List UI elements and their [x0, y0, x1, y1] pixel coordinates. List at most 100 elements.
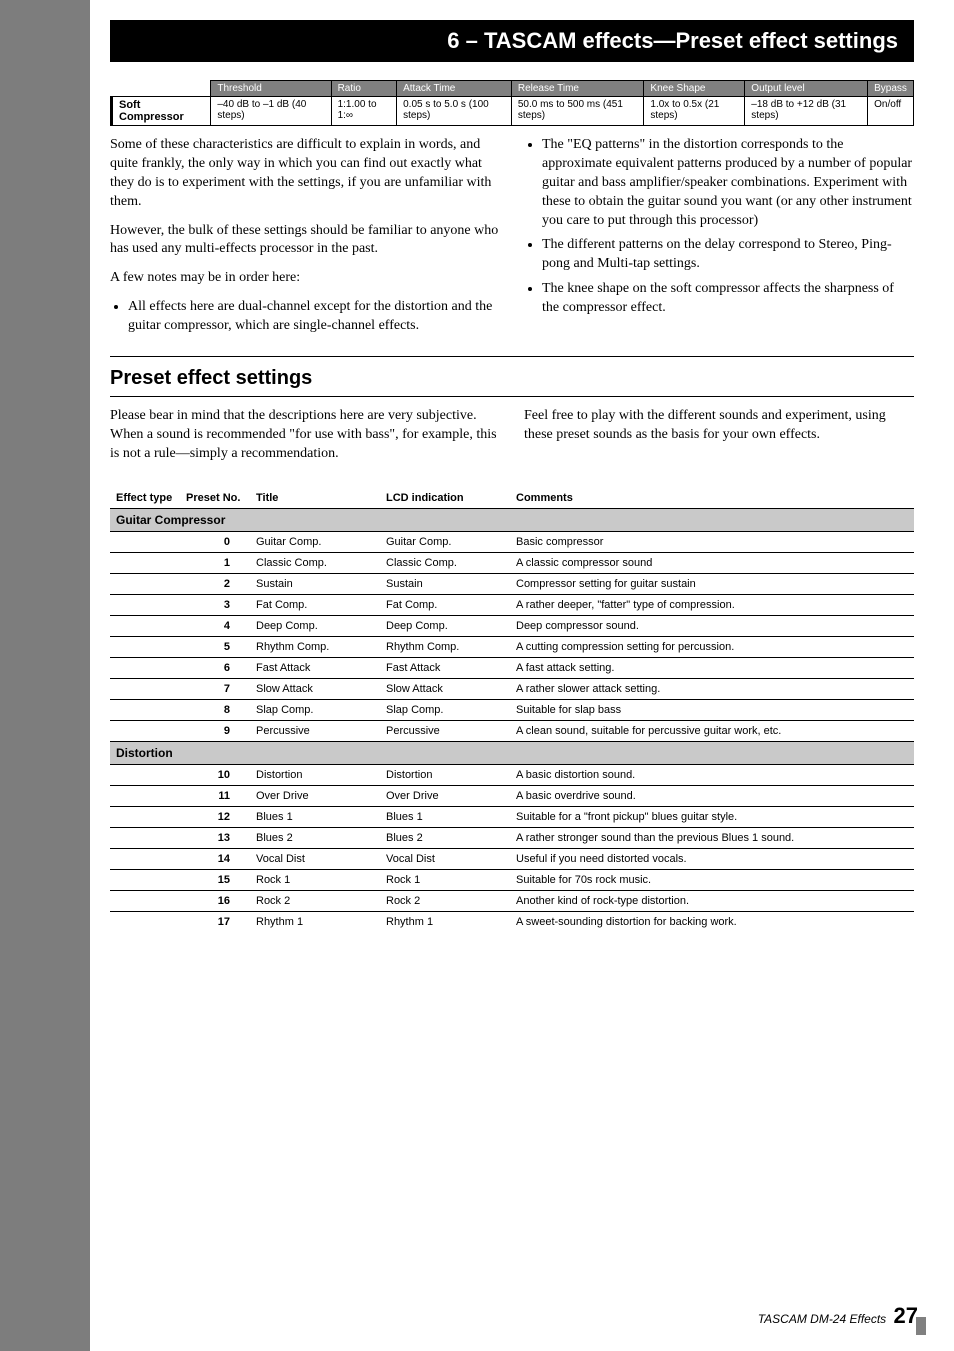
preset-comment: A rather deeper, "fatter" type of compre…	[510, 594, 914, 615]
preset-comment: Deep compressor sound.	[510, 615, 914, 636]
preset-title: Distortion	[250, 764, 380, 785]
preset-lcd: Vocal Dist	[380, 848, 510, 869]
param-c-5: –18 dB to +12 dB (31 steps)	[745, 97, 868, 126]
preset-no: 10	[110, 764, 250, 785]
left-bullet-0: All effects here are dual-channel except…	[128, 298, 500, 336]
preset-row: 17Rhythm 1Rhythm 1A sweet-sounding disto…	[110, 911, 914, 932]
preset-row: 10DistortionDistortionA basic distortion…	[110, 764, 914, 785]
preset-title: Blues 1	[250, 806, 380, 827]
preset-h-1: Preset No.	[180, 488, 250, 509]
preset-title: Sustain	[250, 573, 380, 594]
intro-left: Please bear in mind that the description…	[110, 407, 500, 464]
preset-title: Rhythm 1	[250, 911, 380, 932]
preset-comment: A basic overdrive sound.	[510, 785, 914, 806]
right-bullet-1: The different patterns on the delay corr…	[542, 236, 914, 274]
param-c-6: On/off	[868, 97, 914, 126]
param-h-5: Output level	[745, 81, 868, 97]
preset-title: Deep Comp.	[250, 615, 380, 636]
preset-lcd: Fast Attack	[380, 657, 510, 678]
preset-no: 8	[110, 699, 250, 720]
preset-lcd: Sustain	[380, 573, 510, 594]
preset-no: 13	[110, 827, 250, 848]
preset-row: 11Over DriveOver DriveA basic overdrive …	[110, 785, 914, 806]
preset-row: 9PercussivePercussiveA clean sound, suit…	[110, 720, 914, 741]
preset-h-4: Comments	[510, 488, 914, 509]
preset-row: 7Slow AttackSlow AttackA rather slower a…	[110, 678, 914, 699]
right-bullet-2: The knee shape on the soft compressor af…	[542, 280, 914, 318]
preset-row: 0Guitar Comp.Guitar Comp.Basic compresso…	[110, 531, 914, 552]
preset-no: 9	[110, 720, 250, 741]
preset-lcd: Rock 2	[380, 890, 510, 911]
preset-comment: Suitable for 70s rock music.	[510, 869, 914, 890]
preset-comment: A basic distortion sound.	[510, 764, 914, 785]
intro-right: Feel free to play with the different sou…	[524, 407, 914, 445]
preset-lcd: Classic Comp.	[380, 552, 510, 573]
left-para-2: A few notes may be in order here:	[110, 269, 500, 288]
preset-comment: A fast attack setting.	[510, 657, 914, 678]
top-rule	[110, 356, 914, 357]
preset-comment: Suitable for slap bass	[510, 699, 914, 720]
preset-h-0: Effect type	[110, 488, 180, 509]
preset-title: Guitar Comp.	[250, 531, 380, 552]
preset-title: Vocal Dist	[250, 848, 380, 869]
param-c-1: 1:1.00 to 1:∞	[331, 97, 397, 126]
preset-group-name: Guitar Compressor	[110, 508, 914, 531]
left-band	[0, 0, 90, 1351]
preset-table: Effect type Preset No. Title LCD indicat…	[110, 488, 914, 932]
preset-no: 2	[110, 573, 250, 594]
preset-lcd: Over Drive	[380, 785, 510, 806]
preset-comment: A clean sound, suitable for percussive g…	[510, 720, 914, 741]
preset-no: 6	[110, 657, 250, 678]
param-h-1: Ratio	[331, 81, 397, 97]
preset-lcd: Slap Comp.	[380, 699, 510, 720]
preset-row: 1Classic Comp.Classic Comp.A classic com…	[110, 552, 914, 573]
preset-title: Slap Comp.	[250, 699, 380, 720]
preset-lcd: Slow Attack	[380, 678, 510, 699]
param-h-6: Bypass	[868, 81, 914, 97]
preset-no: 7	[110, 678, 250, 699]
preset-lcd: Rhythm Comp.	[380, 636, 510, 657]
preset-title: Rhythm Comp.	[250, 636, 380, 657]
preset-comment: Another kind of rock-type distortion.	[510, 890, 914, 911]
preset-row: 4Deep Comp.Deep Comp.Deep compressor sou…	[110, 615, 914, 636]
preset-no: 14	[110, 848, 250, 869]
preset-lcd: Deep Comp.	[380, 615, 510, 636]
preset-title: Classic Comp.	[250, 552, 380, 573]
preset-title: Rock 1	[250, 869, 380, 890]
preset-no: 0	[110, 531, 250, 552]
preset-row: 16Rock 2Rock 2Another kind of rock-type …	[110, 890, 914, 911]
preset-lcd: Fat Comp.	[380, 594, 510, 615]
chapter-title: 6 – TASCAM effects—Preset effect setting…	[110, 20, 914, 62]
preset-row: 3Fat Comp.Fat Comp.A rather deeper, "fat…	[110, 594, 914, 615]
preset-comment: A cutting compression setting for percus…	[510, 636, 914, 657]
preset-group-row: Guitar Compressor	[110, 508, 914, 531]
preset-row: 14Vocal DistVocal DistUseful if you need…	[110, 848, 914, 869]
preset-title: Percussive	[250, 720, 380, 741]
page-number: 27	[894, 1303, 918, 1328]
preset-row: 15Rock 1Rock 1Suitable for 70s rock musi…	[110, 869, 914, 890]
preset-comment: Useful if you need distorted vocals.	[510, 848, 914, 869]
preset-lcd: Rock 1	[380, 869, 510, 890]
preset-comment: Suitable for a "front pickup" blues guit…	[510, 806, 914, 827]
preset-group-row: Distortion	[110, 741, 914, 764]
param-h-4: Knee Shape	[644, 81, 745, 97]
preset-title: Slow Attack	[250, 678, 380, 699]
left-bullets: All effects here are dual-channel except…	[128, 298, 500, 336]
preset-no: 17	[110, 911, 250, 932]
preset-h-3: LCD indication	[380, 488, 510, 509]
param-table: Threshold Ratio Attack Time Release Time…	[110, 80, 914, 126]
preset-title: Blues 2	[250, 827, 380, 848]
preset-row: 13Blues 2Blues 2A rather stronger sound …	[110, 827, 914, 848]
preset-no: 11	[110, 785, 250, 806]
preset-comment: A rather slower attack setting.	[510, 678, 914, 699]
section-intro-columns: Please bear in mind that the description…	[110, 407, 914, 474]
preset-no: 16	[110, 890, 250, 911]
preset-title: Fast Attack	[250, 657, 380, 678]
preset-no: 1	[110, 552, 250, 573]
param-c-4: 1.0x to 0.5x (21 steps)	[644, 97, 745, 126]
preset-comment: A rather stronger sound than the previou…	[510, 827, 914, 848]
preset-title: Fat Comp.	[250, 594, 380, 615]
footer-text: TASCAM DM-24 Effects	[758, 1312, 886, 1326]
intro-columns: Some of these characteristics are diffic…	[110, 136, 914, 342]
preset-lcd: Percussive	[380, 720, 510, 741]
